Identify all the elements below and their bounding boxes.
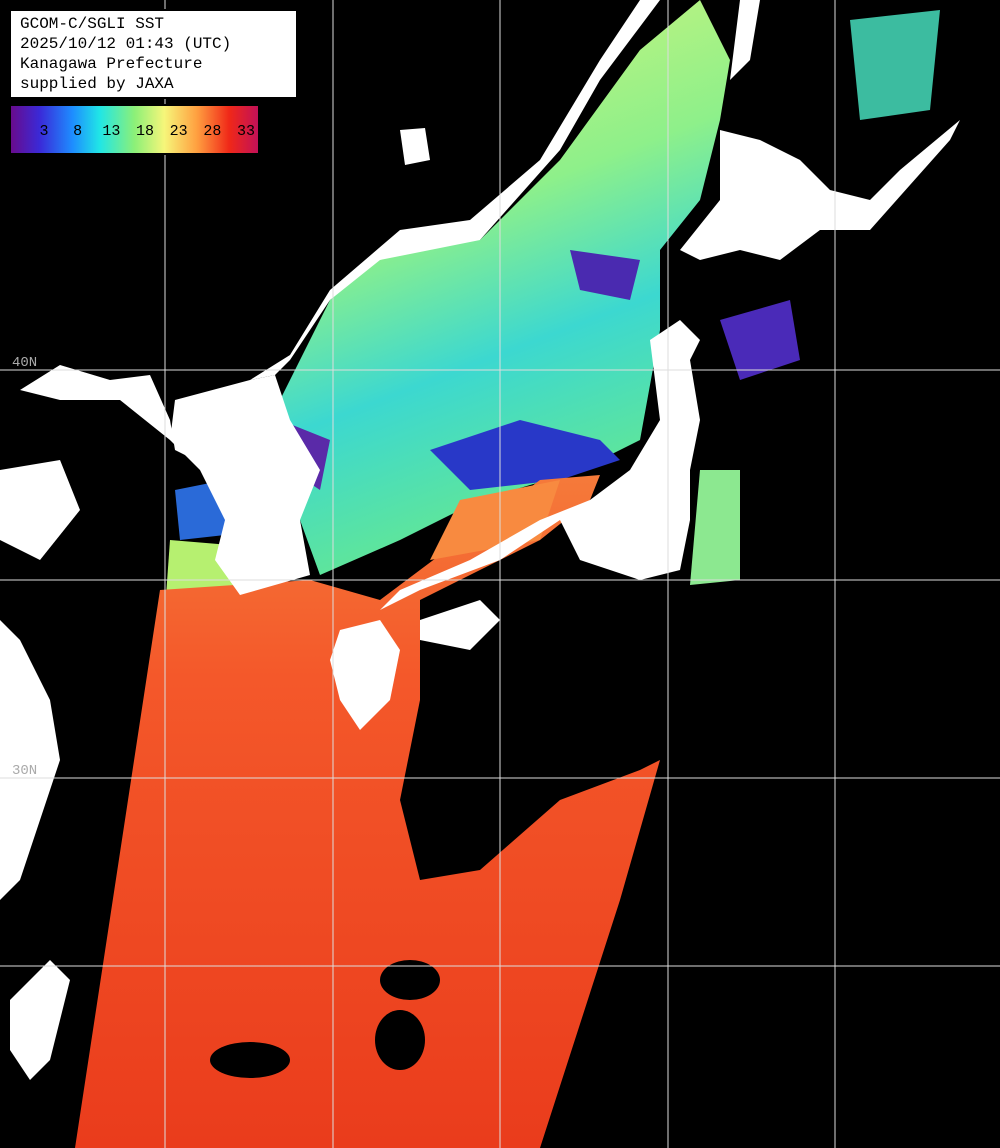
north-patch: [850, 10, 940, 120]
colorbar-label: 23: [170, 123, 188, 140]
sakhalin: [730, 0, 760, 80]
cloud: [210, 1042, 290, 1078]
sea-of-japan-sst: [280, 0, 730, 575]
header-line: 2025/10/12 01:43 (UTC): [20, 35, 231, 53]
grid-label: 30N: [12, 763, 37, 779]
shikoku: [420, 600, 500, 650]
east-patch: [690, 470, 740, 585]
china-coast: [0, 620, 60, 900]
kyushu: [330, 620, 400, 730]
taiwan: [10, 960, 70, 1080]
colorbar-label: 13: [102, 123, 120, 140]
header-line: supplied by JAXA: [20, 75, 174, 93]
honshu: [380, 320, 700, 610]
header-box: [9, 9, 298, 99]
cold-patch: [430, 420, 620, 490]
island: [400, 128, 430, 165]
colorbar-label: 3: [39, 123, 48, 140]
hokkaido: [680, 120, 960, 260]
colorbar-label: 8: [73, 123, 82, 140]
cold-patch: [570, 250, 640, 300]
colorbar: [9, 104, 260, 155]
korea: [170, 375, 320, 595]
colorbar-ticks: 3 8 13 18 23 28 33: [39, 123, 255, 140]
cold-patch: [720, 300, 800, 380]
header: GCOM-C/SGLI SST 2025/10/12 01:43 (UTC) Kan…: [20, 15, 231, 93]
colorbar-label: 18: [136, 123, 154, 140]
colorbar-label: 33: [237, 123, 255, 140]
kuroshio-sst: [75, 475, 660, 1148]
china-coast: [0, 460, 80, 560]
grid-label: 40N: [12, 355, 37, 371]
header-line: GCOM-C/SGLI SST: [20, 15, 164, 33]
land: [0, 0, 960, 1080]
cloud: [375, 1010, 425, 1070]
header-line: Kanagawa Prefecture: [20, 55, 202, 73]
cloud: [380, 960, 440, 1000]
colorbar-label: 28: [203, 123, 221, 140]
